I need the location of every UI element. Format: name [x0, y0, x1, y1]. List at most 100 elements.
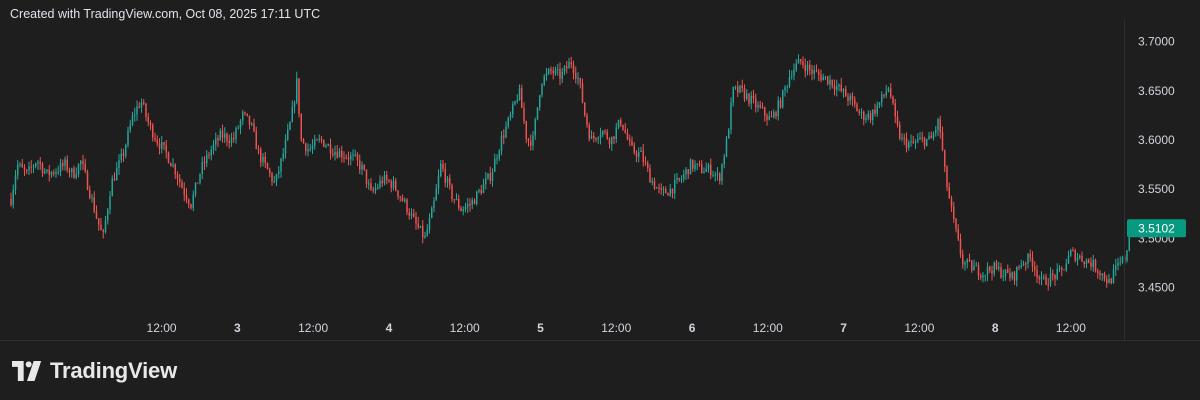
candle — [849, 93, 851, 105]
candle — [242, 109, 244, 126]
candle — [284, 134, 287, 159]
candle — [75, 167, 77, 180]
candle-body — [246, 113, 248, 116]
candle — [485, 172, 487, 190]
candle-body — [1126, 250, 1128, 261]
candle — [102, 228, 104, 239]
candle-body — [116, 167, 118, 181]
candle-body — [815, 70, 818, 72]
candle — [1061, 266, 1063, 277]
candle — [48, 165, 50, 182]
candle-body — [874, 109, 876, 114]
candle-body — [176, 174, 179, 179]
candle-body — [676, 178, 678, 180]
candle-body — [539, 95, 541, 108]
candle-body — [1036, 269, 1038, 278]
candle-body — [536, 107, 539, 120]
candle — [1115, 259, 1117, 277]
candle-body — [847, 96, 849, 101]
time-tick-label: 12:00 — [601, 321, 631, 335]
candle-body — [755, 98, 757, 108]
candles-layer — [10, 54, 1130, 291]
candle-body — [233, 137, 235, 139]
candle-body — [840, 84, 842, 91]
candle — [1029, 249, 1031, 262]
time-tick-label: 12:00 — [904, 321, 934, 335]
candle — [696, 163, 698, 171]
candle — [1063, 269, 1065, 271]
candle — [332, 148, 334, 158]
price-tick-label: 3.5500 — [1138, 182, 1175, 196]
candle — [872, 109, 874, 126]
candle-body — [93, 197, 95, 212]
candle-body — [698, 163, 701, 165]
candle — [50, 170, 53, 178]
candle — [68, 167, 71, 178]
candle-body — [84, 163, 86, 172]
candle — [552, 66, 554, 80]
candle-body — [149, 122, 152, 126]
candle — [836, 79, 838, 97]
candle — [1004, 269, 1007, 281]
candle — [282, 148, 284, 162]
candle — [39, 156, 41, 170]
candle — [577, 72, 579, 86]
candle — [221, 124, 224, 143]
candle — [1079, 254, 1081, 260]
candle — [631, 136, 633, 147]
candle-body — [86, 171, 89, 190]
candle-body — [1106, 279, 1108, 284]
candle — [624, 123, 626, 134]
candle — [953, 201, 955, 223]
candle — [719, 171, 721, 185]
candle — [764, 106, 766, 122]
candle — [1036, 264, 1038, 284]
candle-body — [361, 164, 363, 170]
candle-body — [644, 162, 647, 164]
candle — [183, 182, 185, 202]
candle — [822, 73, 824, 81]
candle-body — [500, 135, 503, 151]
candle — [532, 130, 534, 151]
candle — [1038, 275, 1040, 285]
candle — [512, 101, 514, 119]
candle — [593, 132, 595, 143]
candle-body — [1061, 267, 1063, 270]
candle-body — [208, 154, 210, 156]
candle — [509, 111, 512, 121]
candle-body — [183, 187, 185, 195]
candle-body — [885, 91, 887, 96]
candle — [260, 146, 262, 168]
candle — [759, 100, 761, 109]
candle — [757, 101, 759, 112]
candle-body — [640, 150, 642, 152]
candle — [1054, 274, 1056, 286]
candle — [581, 78, 584, 104]
candle-body — [523, 108, 525, 122]
candle-body — [811, 69, 813, 74]
candle-body — [917, 139, 919, 142]
candle — [845, 85, 847, 97]
candle-body — [728, 129, 730, 139]
candle-body — [237, 127, 239, 129]
candle — [1121, 255, 1124, 265]
candle — [721, 163, 723, 185]
candle — [800, 58, 802, 65]
candle — [98, 218, 100, 231]
candle — [73, 165, 75, 179]
candle-body — [800, 59, 802, 62]
candle-body — [224, 133, 226, 138]
candle-body — [980, 275, 982, 278]
candle — [257, 145, 260, 155]
candle — [707, 162, 710, 173]
candle-body — [138, 106, 140, 108]
candle-body — [383, 174, 386, 184]
candle — [1103, 271, 1106, 282]
price-tick-label: 3.6500 — [1138, 84, 1175, 98]
candle-body — [433, 200, 435, 209]
candle-body — [1076, 257, 1079, 261]
candle — [127, 126, 129, 148]
time-axis[interactable]: 12:00 3 12:00 4 12:00 5 12:00 6 12:00 7 12:00 8 12:0… — [147, 321, 1087, 335]
